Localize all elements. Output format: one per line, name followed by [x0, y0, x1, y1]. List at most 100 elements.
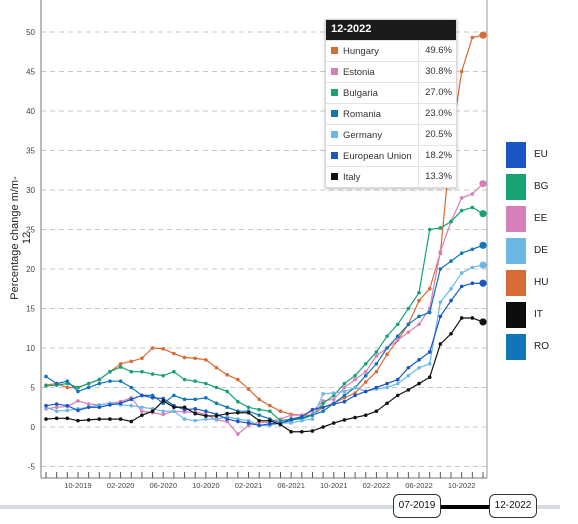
data-point [140, 369, 144, 374]
series-line-germany [45, 264, 484, 427]
data-point [76, 389, 80, 394]
data-point [470, 35, 475, 40]
time-slider-track[interactable] [0, 505, 560, 509]
legend-item-de[interactable]: DE [506, 238, 578, 264]
legend: EU BG EE DE HU IT RO [506, 142, 578, 366]
data-point [363, 362, 368, 366]
data-point [470, 205, 475, 210]
data-point [76, 418, 80, 423]
series-line-hungary [45, 34, 484, 416]
data-point [406, 322, 411, 327]
data-point [459, 196, 464, 200]
data-point [321, 409, 325, 414]
data-point [363, 369, 368, 374]
data-point [363, 413, 368, 417]
series-line-italy [45, 317, 484, 433]
data-point [204, 395, 208, 400]
x-tick-label: 10-2020 [192, 481, 220, 490]
data-point [427, 310, 432, 315]
data-point [118, 379, 123, 383]
data-point [246, 405, 251, 410]
legend-item-ro[interactable]: RO [506, 334, 578, 360]
legend-swatch [506, 174, 526, 200]
x-tick-label: 02-2021 [235, 481, 263, 490]
tooltip-value: 20.5% [418, 125, 456, 145]
data-point [438, 300, 443, 304]
legend-item-bg[interactable]: BG [506, 174, 578, 200]
data-point [161, 346, 166, 351]
data-point [214, 401, 219, 406]
data-point [214, 365, 219, 370]
data-point [321, 401, 325, 406]
data-point [193, 356, 198, 361]
data-point [65, 385, 70, 390]
data-point [331, 421, 336, 425]
slider-end-handle[interactable]: 12-2022 [489, 494, 537, 518]
data-point [438, 342, 443, 346]
data-point [108, 369, 112, 374]
data-point [417, 381, 421, 386]
data-point [161, 409, 166, 414]
data-point [479, 261, 487, 269]
data-point [385, 334, 389, 338]
data-point [118, 401, 123, 406]
data-point [417, 314, 421, 319]
data-point [97, 381, 102, 386]
x-tick-label: 06-2020 [149, 481, 177, 490]
y-tick-label: -5 [28, 463, 36, 472]
legend-swatch [506, 238, 526, 264]
data-point [374, 369, 379, 374]
data-point [54, 402, 59, 406]
data-point [129, 359, 134, 364]
data-point [385, 381, 389, 386]
data-point [374, 385, 379, 390]
data-point [44, 417, 48, 421]
data-point [150, 372, 155, 376]
data-point [161, 412, 166, 417]
time-slider-range[interactable] [436, 505, 496, 509]
data-point [65, 379, 70, 383]
legend-label: BG [534, 181, 549, 192]
data-point [193, 418, 198, 423]
data-point [86, 381, 91, 386]
tooltip-name: Romania [343, 109, 382, 120]
data-point [182, 397, 187, 402]
data-point [236, 377, 240, 382]
y-tick-label: 25 [26, 226, 35, 235]
data-point [246, 387, 251, 391]
data-point [470, 265, 475, 270]
legend-item-it[interactable]: IT [506, 302, 578, 328]
data-point [278, 409, 283, 414]
data-point [118, 365, 123, 369]
data-point [204, 417, 208, 421]
data-point [172, 369, 176, 374]
data-point [470, 247, 475, 252]
data-point [459, 208, 464, 213]
data-point [140, 356, 144, 361]
data-point [108, 417, 112, 421]
data-point [479, 279, 487, 287]
data-point [470, 316, 475, 320]
legend-item-eu[interactable]: EU [506, 142, 578, 168]
tooltip-swatch [331, 47, 338, 54]
data-point [321, 425, 325, 429]
data-point [172, 405, 176, 410]
data-point [479, 241, 487, 249]
data-point [342, 399, 347, 404]
slider-start-handle[interactable]: 07-2019 [393, 494, 441, 518]
legend-label: DE [534, 245, 548, 256]
data-point [257, 397, 261, 402]
tooltip-swatch [331, 152, 338, 159]
tooltip-swatch [331, 89, 338, 96]
data-point [449, 259, 453, 263]
legend-item-hu[interactable]: HU [506, 270, 578, 296]
tooltip-value: 13.3% [418, 167, 456, 187]
data-point [214, 385, 219, 390]
data-point [331, 402, 336, 406]
legend-item-ee[interactable]: EE [506, 206, 578, 232]
data-point [353, 415, 357, 420]
data-point [310, 417, 315, 421]
data-point [289, 429, 293, 434]
data-point [449, 286, 453, 291]
y-tick-label: 10 [26, 344, 35, 353]
